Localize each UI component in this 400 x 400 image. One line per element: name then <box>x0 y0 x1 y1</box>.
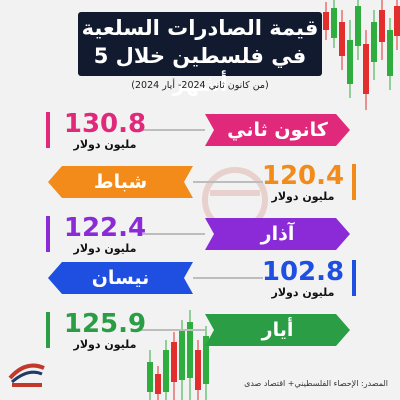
connector-apr <box>193 277 263 279</box>
subtitle: (من كانون ثاني 2024- أيار 2024) <box>131 80 269 91</box>
export-value-mar: 122.4 <box>63 213 147 243</box>
connector-jan <box>140 129 205 131</box>
month-label-jan: كانون ثاني <box>205 114 350 146</box>
headline-box <box>78 12 322 76</box>
unit-label-may: مليون دولار <box>73 338 137 351</box>
accent-tick-jan <box>46 112 50 148</box>
accent-tick-may <box>46 312 50 348</box>
source-note: المصدر: الإحصاء الفلسطيني+ اقتصاد صدى <box>244 379 388 388</box>
headline-line2: في فلسطين خلال 5 أشهر <box>93 44 307 96</box>
unit-label-apr: مليون دولار <box>271 286 335 299</box>
unit-label-mar: مليون دولار <box>73 242 137 255</box>
connector-mar <box>140 233 205 235</box>
connector-may <box>140 329 205 331</box>
accent-tick-mar <box>46 216 50 252</box>
month-label-may: أيار <box>205 314 350 346</box>
accent-tick-apr <box>352 260 356 296</box>
export-value-feb: 120.4 <box>261 161 345 191</box>
connector-feb <box>193 181 263 183</box>
unit-label-jan: مليون دولار <box>73 138 137 151</box>
month-label-mar: آذار <box>205 218 350 250</box>
export-value-jan: 130.8 <box>63 109 147 139</box>
headline: قيمة الصادرات السلعية في فلسطين خلال 5 أ… <box>78 14 322 98</box>
month-label-feb: شباط <box>48 166 193 198</box>
unit-label-feb: مليون دولار <box>271 190 335 203</box>
export-value-apr: 102.8 <box>261 257 345 287</box>
sada-news-logo <box>8 363 45 387</box>
export-value-may: 125.9 <box>63 309 147 339</box>
month-label-apr: نيسان <box>48 262 193 294</box>
headline-line1: قيمة الصادرات السلعية <box>81 16 319 40</box>
accent-tick-feb <box>352 164 356 200</box>
